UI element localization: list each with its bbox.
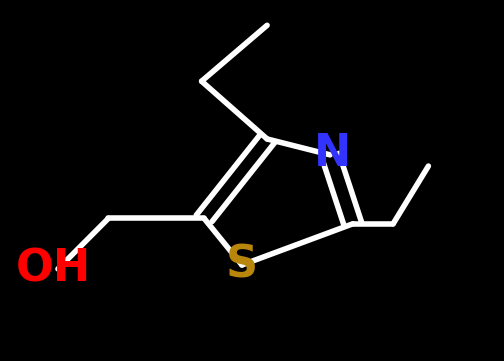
Text: N: N <box>314 131 351 175</box>
Text: S: S <box>226 243 258 287</box>
Text: OH: OH <box>15 247 91 291</box>
